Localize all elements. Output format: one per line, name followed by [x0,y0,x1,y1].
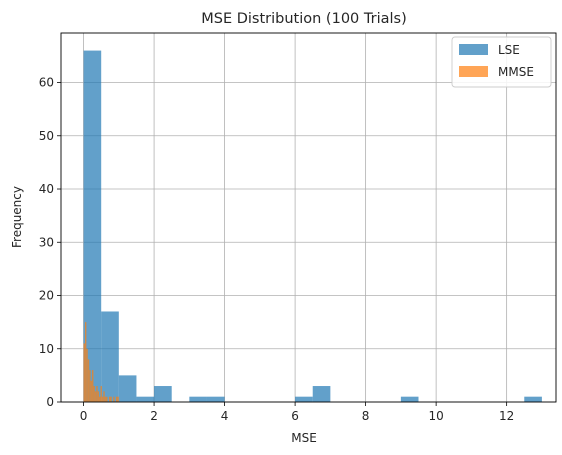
x-axis-label: MSE [291,431,317,445]
mmse-bar [87,359,90,402]
axis-ticks: 0 2 4 6 8 10 12 0 10 20 30 40 50 60 [39,76,515,423]
y-tick-label: 40 [39,182,54,196]
y-tick-label: 20 [39,289,54,303]
x-tick-label: 6 [291,409,299,423]
lse-bar [524,396,542,402]
x-tick-label: 8 [362,409,370,423]
legend-swatch-mmse [459,66,488,77]
x-tick-label: 12 [499,409,514,423]
legend-label-lse: LSE [498,43,520,57]
mmse-bar [103,391,105,402]
grid-lines [61,33,556,403]
mmse-bar [96,386,98,402]
x-tick-label: 2 [150,409,158,423]
mmse-bar [84,322,87,402]
mmse-bar [89,370,91,402]
mmse-bar [93,386,95,402]
y-axis-label: Frequency [10,186,24,248]
mmse-bar [90,380,93,402]
legend-swatch-lse [459,44,488,55]
lse-bar [101,311,119,402]
mmse-bar [113,396,115,402]
y-tick-label: 60 [39,76,54,90]
x-tick-label: 0 [80,409,88,423]
y-tick-label: 10 [39,342,54,356]
legend-label-mmse: MMSE [498,65,534,79]
chart-title: MSE Distribution (100 Trials) [201,11,406,27]
y-tick-label: 50 [39,129,54,143]
x-tick-label: 4 [221,409,229,423]
lse-bar [400,396,419,402]
lse-bar [189,396,207,402]
mmse-bar [104,396,107,402]
x-tick-label: 10 [428,409,443,423]
mmse-bar [83,343,85,402]
mmse-bar [117,396,119,402]
y-tick-label: 0 [46,395,54,409]
lse-bar [136,396,155,402]
lse-bar [206,396,225,402]
mmse-bar [86,348,88,402]
mmse-bar [110,396,112,402]
mmse-bar [106,396,108,402]
mmse-bar [97,391,100,402]
lse-bar [312,386,331,402]
mmse-bar [101,396,104,402]
mmse-bar [116,396,118,402]
mmse-bar [99,396,101,402]
plot-frame [60,32,557,403]
y-tick-label: 30 [39,235,54,249]
mmse-bar [94,391,97,402]
lse-bar [154,386,172,402]
mmse-bar [100,386,102,402]
legend: LSE MMSE [451,36,552,88]
bars [83,50,542,402]
mmse-bar [108,396,111,402]
lse-bar [83,50,102,402]
lse-bar [118,375,137,402]
mmse-bar [92,370,94,402]
lse-bar [295,396,313,402]
